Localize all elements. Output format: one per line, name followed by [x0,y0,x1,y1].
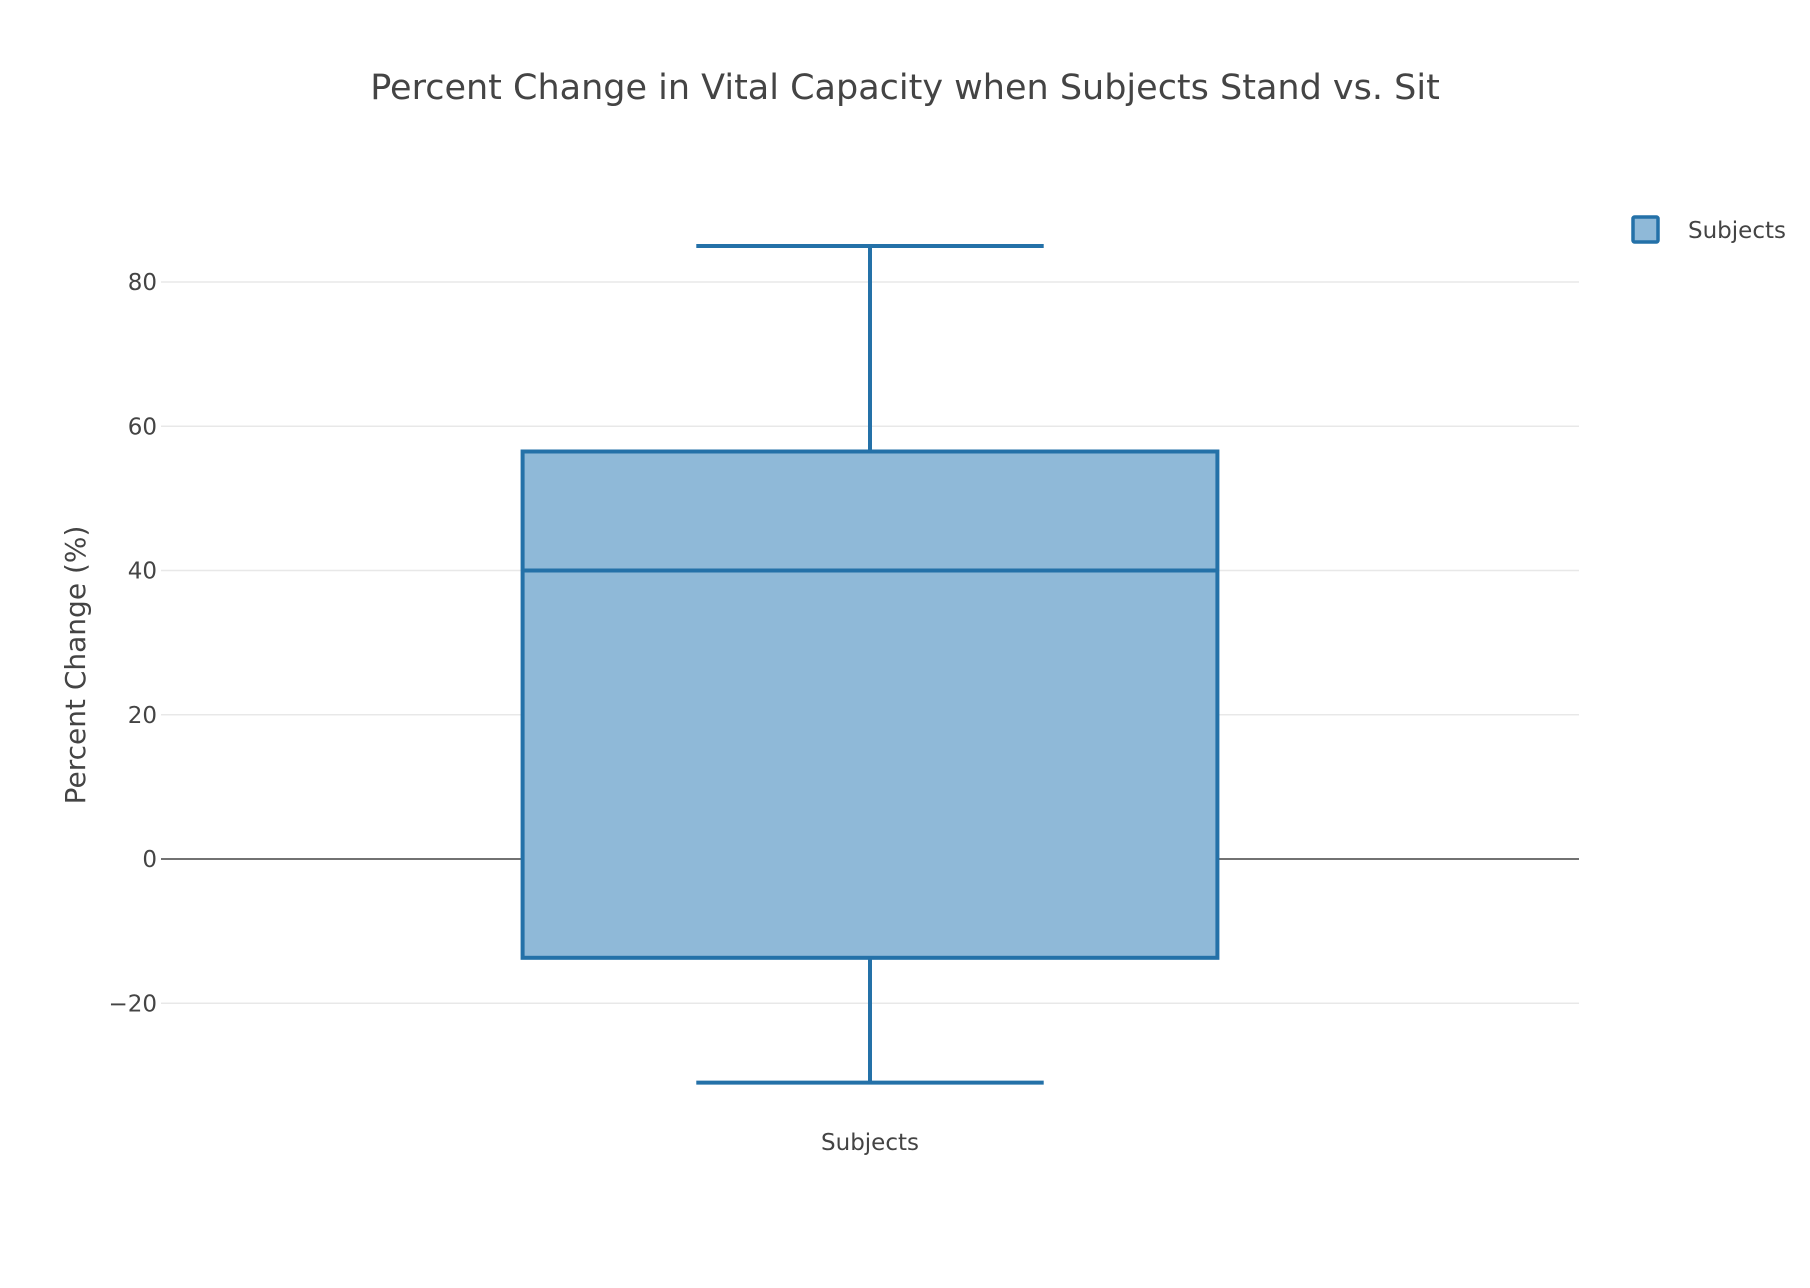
legend-swatch[interactable] [1631,215,1660,244]
x-axis-categories: Subjects [821,1130,919,1156]
legend-label-subjects[interactable]: Subjects [1688,218,1786,244]
y-tick-label: 0 [142,847,157,873]
y-axis-ticks: −20 0 20 40 60 80 [108,270,157,1017]
y-tick-label: 60 [128,414,157,440]
y-tick-label: 40 [128,559,157,585]
chart-title: Percent Change in Vital Capacity when Su… [370,68,1440,108]
y-tick-label: 80 [128,270,157,296]
y-tick-label: −20 [108,991,157,1017]
box-iqr [520,449,1220,960]
box-layer [520,243,1220,1085]
y-tick-label: 20 [128,703,157,729]
legend[interactable]: Subjects [1631,215,1786,244]
x-category-label: Subjects [821,1130,919,1156]
y-axis-title: Percent Change (%) [59,526,92,805]
